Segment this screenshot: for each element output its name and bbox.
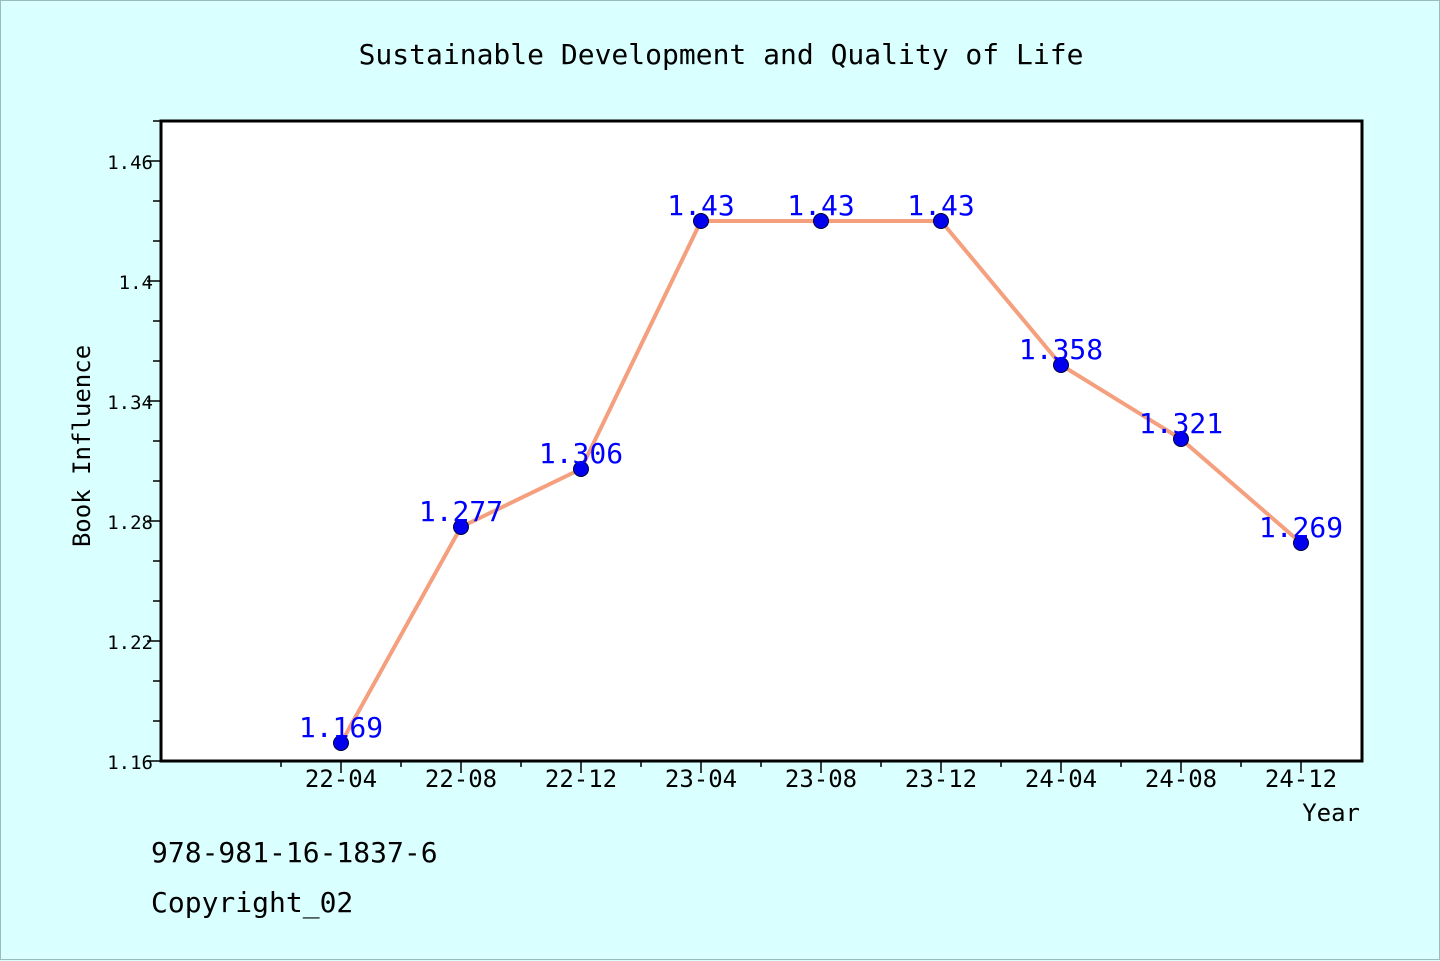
data-label: 1.43	[787, 189, 854, 222]
x-tick-label: 23-12	[905, 765, 977, 793]
y-tick-label: 1.22	[107, 632, 153, 654]
y-tick-label: 1.28	[107, 512, 153, 534]
y-tick-label: 1.34	[107, 392, 153, 414]
data-point	[1173, 431, 1189, 447]
series-layer	[333, 213, 1309, 751]
copyright-text: Copyright_02	[151, 886, 354, 919]
data-label: 1.306	[539, 437, 623, 470]
y-axis-label: Book Influence	[68, 345, 96, 547]
data-point	[333, 735, 349, 751]
data-label: 1.43	[667, 189, 734, 222]
data-point	[693, 213, 709, 229]
plot-area	[159, 119, 1364, 763]
data-point	[1293, 535, 1309, 551]
x-tick-label: 22-12	[545, 765, 617, 793]
x-tick-label: 24-12	[1265, 765, 1337, 793]
data-label: 1.277	[419, 495, 503, 528]
data-label: 1.321	[1139, 407, 1223, 440]
y-tick-label: 1.4	[119, 272, 153, 294]
chart-title: Sustainable Development and Quality of L…	[359, 38, 1084, 71]
y-tick-label: 1.16	[107, 752, 153, 774]
x-axis-ticks: 22-04 22-08 22-12 23-04 23-08 23-12 24-04 24-08…	[280, 761, 1337, 793]
data-label: 1.43	[907, 189, 974, 222]
data-point	[933, 213, 949, 229]
data-point	[573, 461, 589, 477]
isbn-text: 978-981-16-1837-6	[151, 836, 438, 869]
data-label-layer: 1.169 1.277 1.306 1.43 1.43 1.43 1.358 1.321 1.2…	[299, 189, 1343, 744]
y-tick-label: 1.46	[107, 152, 153, 174]
x-tick-label: 22-04	[305, 765, 377, 793]
x-tick-label: 22-08	[425, 765, 497, 793]
data-point	[453, 519, 469, 535]
data-point	[1053, 357, 1069, 373]
x-tick-label: 23-08	[785, 765, 857, 793]
y-axis-ticks: 1.16 1.22 1.28 1.34 1.4 1.46	[107, 120, 161, 774]
x-tick-label: 24-04	[1025, 765, 1097, 793]
data-label: 1.169	[299, 711, 383, 744]
data-point	[813, 213, 829, 229]
x-tick-label: 24-08	[1145, 765, 1217, 793]
x-tick-label: 23-04	[665, 765, 737, 793]
x-axis-label: Year	[1302, 799, 1360, 827]
data-label: 1.269	[1259, 511, 1343, 544]
data-label: 1.358	[1019, 333, 1103, 366]
